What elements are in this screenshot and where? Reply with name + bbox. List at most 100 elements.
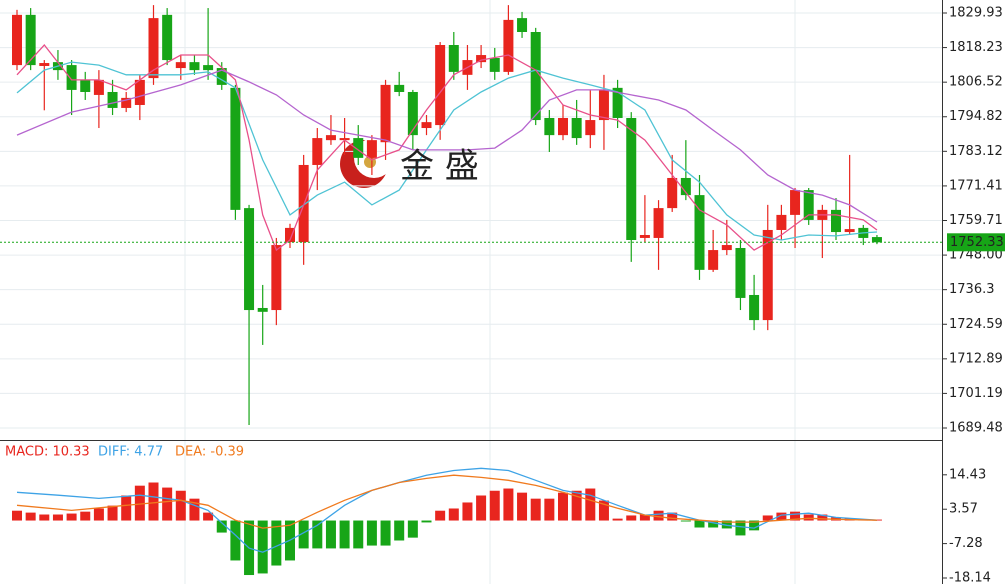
candle-body [325,135,336,141]
macd-bar [489,490,500,521]
candle-body [571,117,582,139]
candle-body [476,55,487,63]
candle-body [353,138,364,158]
candle-body [530,32,541,121]
macd-bar [435,510,446,521]
macd-bar [612,518,623,521]
y-tick-label: 1701.19 [949,386,1003,401]
macd-bar [366,520,377,546]
indicator-line [16,474,878,529]
macd-bar [721,520,732,529]
y-tick-label: -18.14 [949,571,991,584]
macd-bar [93,508,104,521]
macd-bar [203,512,214,521]
macd-bar [708,520,719,528]
macd-bar [544,498,555,521]
macd-bar [571,490,582,521]
candle-body [667,177,678,209]
candle-body [844,229,855,233]
candle-body [312,138,323,165]
candle-body [803,190,814,220]
macd-bar [298,520,309,549]
y-tick-label: 1759.71 [949,213,1003,228]
candle-body [39,63,50,66]
candle-body [80,79,91,92]
y-tick-label: 1689.48 [949,421,1003,436]
candle-body [871,237,882,243]
candle-body [749,294,760,321]
macd-bar [107,505,118,521]
macd-bar [749,520,760,531]
macd-bar [257,520,268,574]
candle-body [448,45,459,72]
candle-body [230,87,241,210]
candle-body [25,14,36,66]
macd-bar [694,520,705,528]
candle-body [544,117,555,136]
macd-bar [230,520,241,561]
candle-body [721,245,732,251]
macd-bar [339,520,350,549]
y-tick-label: 1712.89 [949,351,1003,366]
macd-bar [817,514,828,521]
y-tick-label: 1771.41 [949,178,1003,193]
candle-body [148,18,159,79]
candle-body [558,117,568,136]
macd-bar [585,488,596,521]
macd-bar [39,514,50,521]
candle-body [339,138,350,141]
candle-body [598,89,609,121]
macd-bar [162,487,173,521]
macd-bar [52,514,63,521]
macd-bar [394,520,405,541]
candle-body [639,234,650,238]
candle-body [708,250,719,270]
macd-bar [175,490,186,521]
legend-label: DIFF: 4.77 [98,445,163,460]
macd-bar [271,520,282,566]
macd-bar [80,511,91,521]
macd-bar [312,520,323,549]
macd-bar [530,498,541,521]
macd-bar [762,515,773,521]
macd-bar [639,514,650,521]
macd-bar [653,510,664,521]
candle-body [653,208,664,238]
candle-body [735,247,746,298]
candle-body [762,229,773,321]
y-tick-label: 1806.52 [949,75,1003,90]
y-tick-label: 3.57 [949,502,978,517]
candle-body [435,45,446,126]
macd-bar [134,485,145,521]
y-tick-label: 1794.82 [949,109,1003,124]
last-price-label: 1752.33 [950,235,1004,250]
candle-body [257,307,268,312]
macd-bar [216,520,227,533]
candle-body [244,208,255,311]
candle-body [285,227,295,243]
macd-bar [803,514,814,521]
macd-bar [462,502,473,521]
candle-body [93,79,104,95]
candle-body [503,19,514,72]
macd-bar [448,508,459,521]
macd-bar [598,500,609,521]
candle-body [585,120,596,136]
macd-bar [503,488,514,521]
macd-bar [325,520,336,549]
macd-bar [476,495,487,521]
y-tick-label: 1736.3 [949,282,995,297]
candle-body [271,245,282,311]
candle-body [203,65,214,71]
macd-bar [25,512,36,521]
candle-body [394,84,405,92]
candle-body [831,209,841,233]
candle-body [694,195,705,270]
y-tick-label: -7.28 [949,536,983,551]
macd-bar [735,520,746,536]
y-tick-label: 1724.59 [949,317,1003,332]
legend-label: MACD: 10.33 [5,445,90,460]
candle-body [790,190,801,215]
indicator-line [16,61,878,241]
